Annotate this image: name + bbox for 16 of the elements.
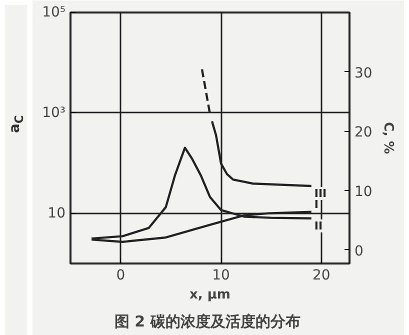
- y-tick-label: 10⁵: [42, 4, 66, 20]
- x-tick-label: 20: [312, 268, 330, 284]
- series-label: III: [314, 186, 327, 200]
- y2-tick-label: 0: [354, 243, 364, 260]
- y2-tick-label: 10: [354, 184, 372, 200]
- y-tick-label: 10: [48, 205, 66, 222]
- y2-tick-label: 20: [354, 124, 372, 141]
- y2-tick-label: 30: [354, 65, 372, 82]
- x-tick-label: 10: [212, 268, 230, 284]
- x-tick-label: 0: [116, 268, 126, 284]
- x-axis-title: x, μm: [190, 288, 230, 302]
- text: 图 2 碳的浓度及活度的分布: [114, 312, 300, 330]
- y-tick-label: 10³: [42, 104, 66, 121]
- series-label: I: [314, 198, 318, 211]
- y2-axis-title: C, %: [380, 122, 396, 154]
- series-label: II: [314, 219, 323, 232]
